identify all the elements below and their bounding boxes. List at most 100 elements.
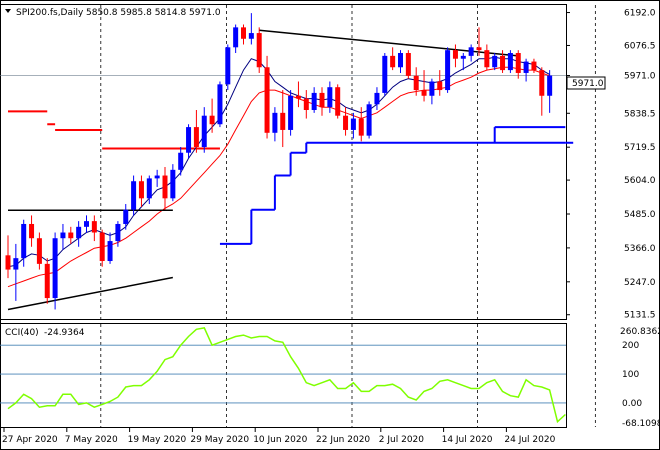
candle-body: [131, 181, 137, 210]
candle-body: [350, 118, 356, 130]
candle-body: [256, 33, 262, 68]
candle-body: [225, 47, 231, 85]
y-tick-label: 6076.5: [624, 41, 656, 51]
candle-body: [413, 75, 419, 91]
y-tick-label: 5366.0: [624, 244, 656, 254]
candle-body: [319, 92, 325, 108]
candle-body: [492, 55, 498, 68]
candle-body: [468, 47, 474, 56]
x-tick-label: 19 May 2020: [128, 435, 187, 445]
candle-body: [358, 118, 364, 136]
candle-body: [91, 221, 97, 233]
candle-body: [398, 53, 403, 68]
x-tick-label: 10 Jun 2020: [253, 435, 307, 445]
y-tick-label: 5131.5: [624, 311, 656, 321]
candle-body: [115, 223, 121, 242]
y-tick-label: 6192.0: [624, 9, 656, 19]
candle-body: [170, 169, 176, 199]
x-tick-label: 2 Jul 2020: [379, 435, 424, 445]
candle-body: [507, 53, 513, 71]
candle-body: [500, 55, 506, 71]
candle-body: [264, 67, 270, 133]
candle-body: [76, 226, 82, 239]
candle-body: [460, 55, 466, 59]
candle-body: [523, 61, 529, 73]
cci-level-label: 100: [622, 370, 639, 380]
candle-body: [99, 232, 105, 262]
cci-panel-frame: [0, 323, 567, 428]
candle-body: [5, 255, 11, 270]
last-price-box: [566, 76, 606, 90]
candle-body: [303, 98, 309, 110]
candle-body: [437, 81, 443, 91]
cci-level-label: 200: [622, 341, 639, 351]
candle-body: [52, 238, 58, 299]
candle-body: [280, 112, 286, 130]
y-tick-label: 5247.0: [624, 278, 656, 288]
candle-body: [138, 181, 144, 199]
x-tick-label: 24 Jul 2020: [504, 435, 555, 445]
cci-min-label: -68.1098: [622, 419, 660, 429]
x-tick-label: 27 Apr 2020: [2, 435, 58, 445]
cci-max-label: 260.8362: [620, 327, 660, 337]
candle-body: [335, 87, 341, 116]
candle-body: [154, 175, 160, 179]
candle-body: [327, 87, 333, 108]
y-tick-label: 5485.0: [624, 210, 656, 220]
y-tick-label: 5719.5: [624, 143, 656, 153]
candle-body: [452, 50, 458, 59]
candle-body: [68, 232, 74, 239]
header-collapse-icon[interactable]: [5, 9, 11, 13]
x-tick-label: 29 May 2020: [190, 435, 249, 445]
candle-body: [547, 75, 553, 96]
candle-body: [44, 263, 50, 299]
candle-body: [146, 178, 152, 199]
candle-body: [421, 90, 427, 96]
candle-body: [13, 258, 19, 270]
candle-body: [107, 241, 113, 262]
trendline: [259, 29, 519, 57]
candle-body: [193, 127, 199, 148]
candle-body: [272, 112, 278, 133]
y-tick-label: 5604.0: [624, 176, 656, 186]
trendline: [7, 276, 173, 311]
candle-body: [515, 53, 521, 73]
candle-body: [295, 95, 301, 99]
candle-body: [36, 238, 42, 264]
cci-value: -24.9364: [44, 328, 85, 338]
x-tick-label: 22 Jun 2020: [316, 435, 370, 445]
header-symbol: SPI200.fs,Daily: [16, 8, 84, 18]
candle-body: [241, 27, 246, 39]
candle-body: [288, 95, 294, 130]
candle-body: [484, 50, 490, 68]
candle-body: [539, 70, 545, 96]
candle-body: [366, 104, 372, 136]
candle-body: [445, 50, 451, 91]
candle-body: [476, 47, 482, 51]
cci-line: [7, 327, 566, 424]
candle-body: [374, 92, 380, 105]
candle-body: [390, 55, 396, 68]
ma-slow-line: [7, 66, 550, 288]
candle-body: [382, 55, 388, 93]
candle-body: [429, 81, 435, 96]
candle-body: [123, 209, 129, 224]
candle-body: [311, 92, 317, 110]
candle-body: [405, 53, 411, 76]
candle-body: [201, 115, 207, 148]
candle-body: [343, 115, 349, 130]
y-tick-label: 5971.0: [624, 72, 656, 82]
candle-body: [209, 115, 215, 125]
candle-body: [531, 61, 537, 71]
y-tick-label: 5838.5: [624, 109, 656, 119]
x-tick-label: 14 Jul 2020: [442, 435, 493, 445]
candle-body: [186, 127, 192, 153]
candle-body: [21, 223, 27, 259]
x-tick-label: 7 May 2020: [65, 435, 118, 445]
cci-name: CCI(40): [5, 328, 39, 338]
header-ohlc: 5850.8 5985.8 5814.8 5971.0: [86, 8, 221, 18]
last-price-label: 5971.0: [572, 79, 604, 89]
candle-body: [248, 33, 254, 39]
